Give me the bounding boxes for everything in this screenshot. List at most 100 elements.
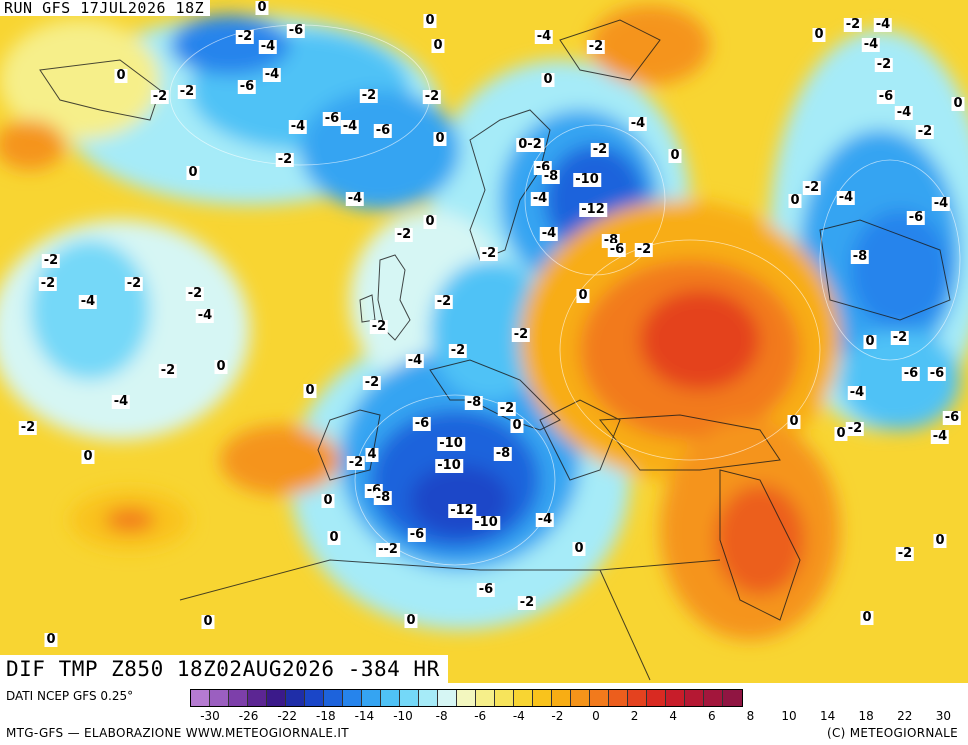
scale-swatch	[210, 690, 229, 706]
contour-label: -2	[369, 319, 389, 334]
contour-label: -6	[407, 527, 427, 542]
contour-label: --2	[376, 542, 400, 557]
color-scale-bar	[190, 689, 743, 707]
contour-label: -8	[373, 490, 393, 505]
contour-label: 0	[404, 613, 418, 628]
contour-label: -2	[845, 421, 865, 436]
scale-tick-label: 22	[897, 709, 913, 723]
contour-label: 0	[812, 27, 826, 42]
contour-label: -4	[340, 119, 360, 134]
contour-label: -4	[539, 226, 559, 241]
contour-label: 0-2	[516, 137, 544, 152]
contour-label: -6	[412, 416, 432, 431]
contour-label: -2	[41, 253, 61, 268]
scale-swatch	[685, 690, 704, 706]
contour-label: -2	[874, 57, 894, 72]
scale-tick-label: 0	[592, 709, 600, 723]
contour-label: 0	[114, 68, 128, 83]
contour-label: -2	[586, 39, 606, 54]
contour-label: -2	[124, 276, 144, 291]
contour-label: -6	[942, 410, 962, 425]
contour-label: -6	[322, 111, 342, 126]
contour-label: 0	[327, 530, 341, 545]
scale-swatch	[647, 690, 666, 706]
contour-label: -6	[476, 582, 496, 597]
contour-label: -4	[894, 105, 914, 120]
scale-tick-label: -2	[551, 709, 564, 723]
scale-swatch	[324, 690, 343, 706]
contour-label: 0	[863, 334, 877, 349]
contour-label: -4	[111, 394, 131, 409]
contour-label: -6	[901, 366, 921, 381]
scale-tick-label: 6	[707, 709, 716, 723]
contour-label: 0	[510, 418, 524, 433]
scale-swatch	[590, 690, 609, 706]
contour-label: -2	[890, 330, 910, 345]
contour-label: -2	[346, 455, 366, 470]
contour-label: -2	[177, 84, 197, 99]
contour-label: 0	[951, 96, 965, 111]
scale-swatch	[286, 690, 305, 706]
scale-tick-label: -18	[315, 709, 336, 723]
scale-swatch	[552, 690, 571, 706]
contour-label: -2	[895, 546, 915, 561]
contour-label: 0	[423, 214, 437, 229]
contour-label: -2	[434, 294, 454, 309]
contour-label: -4	[873, 17, 893, 32]
scale-swatch	[343, 690, 362, 706]
scale-tick-label: 4	[669, 709, 678, 723]
copyright-label: (C) METEOGIORNALE	[826, 726, 958, 740]
contour-label: -10	[437, 436, 465, 451]
contour-label: -2	[158, 363, 178, 378]
contour-label: -2	[497, 401, 517, 416]
contour-label: -6	[906, 210, 926, 225]
scale-tick-label: -26	[238, 709, 259, 723]
contour-label: -6	[927, 366, 947, 381]
contour-label: 4	[365, 447, 379, 462]
contour-label: -6	[237, 79, 257, 94]
temperature-anomaly-map: 0 -2 -6 -4 0 -4 -2 0 0 -2 -4 0 -4 -2 0 -2 -2 -6 -4 -2 -2 -6 -4…	[0, 0, 968, 683]
contour-label: -2	[448, 343, 468, 358]
scale-tick-label: -22	[277, 709, 297, 723]
scale-swatch	[267, 690, 286, 706]
scale-tick-label: 2	[630, 709, 639, 723]
scale-swatch	[305, 690, 324, 706]
contour-label: -8	[464, 395, 484, 410]
scale-swatch	[666, 690, 685, 706]
contour-label: -2	[634, 242, 654, 257]
scale-swatch	[438, 690, 457, 706]
contour-label: -2	[517, 595, 537, 610]
scale-swatch	[628, 690, 647, 706]
contour-label: -4	[195, 308, 215, 323]
scale-swatch	[248, 690, 267, 706]
contour-label: -12	[448, 503, 476, 518]
contour-label: 0	[572, 541, 586, 556]
contour-label: 0	[423, 13, 437, 28]
field-label: DIF TMP Z850 18Z02AUG2026 -384 HR	[0, 655, 448, 683]
contour-label: 0	[255, 0, 269, 15]
contour-label: -2	[150, 89, 170, 104]
contour-label: 0	[303, 383, 317, 398]
credit-label: MTG-GFS — ELABORAZIONE WWW.METEOGIORNALE…	[6, 726, 349, 740]
contour-label: -2	[422, 89, 442, 104]
scale-swatch	[704, 690, 723, 706]
scale-swatch	[723, 690, 742, 706]
contour-label: -4	[836, 190, 856, 205]
scale-tick-label: -4	[512, 709, 525, 723]
contour-label: -2	[590, 142, 610, 157]
scale-swatch	[476, 690, 495, 706]
scale-swatch	[514, 690, 533, 706]
scale-swatch	[609, 690, 628, 706]
contour-label: -2	[479, 246, 499, 261]
contour-label: -4	[628, 116, 648, 131]
contour-label: -8	[850, 249, 870, 264]
contour-label: -4	[405, 353, 425, 368]
contour-label: -4	[78, 294, 98, 309]
scale-swatch	[191, 690, 210, 706]
contour-label: -4	[930, 429, 950, 444]
contour-label: 0	[787, 414, 801, 429]
contour-label: 0	[860, 610, 874, 625]
contour-label: -4	[262, 67, 282, 82]
contour-label: -6	[607, 242, 627, 257]
scale-swatch	[381, 690, 400, 706]
